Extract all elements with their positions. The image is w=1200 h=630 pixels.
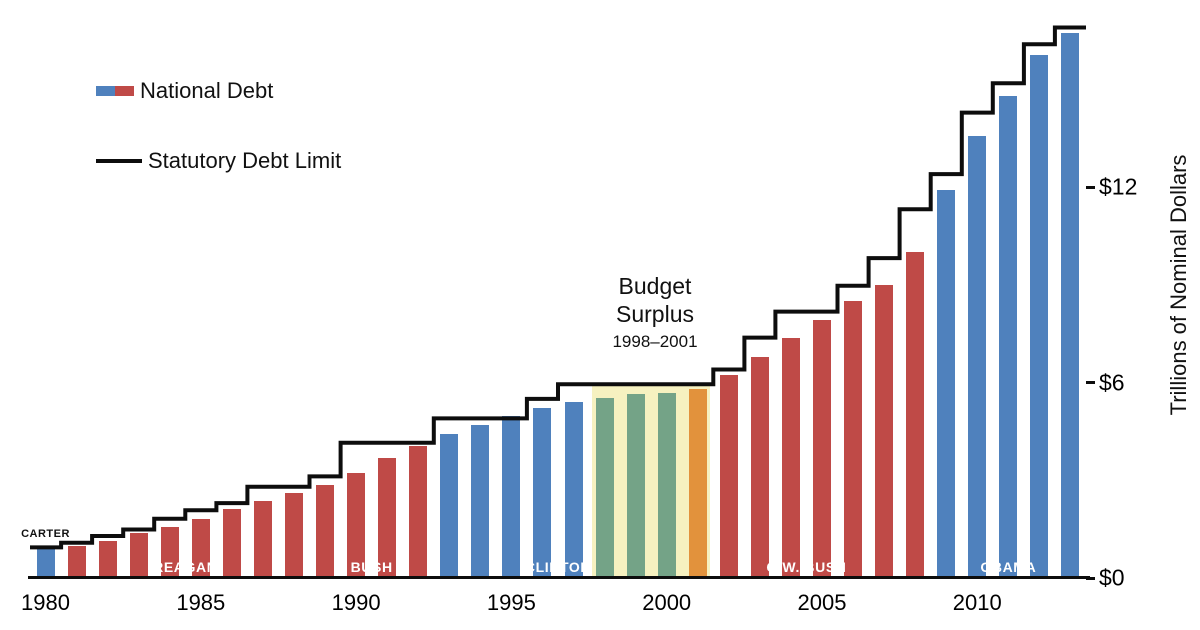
national-debt-swatch-icon bbox=[96, 86, 134, 96]
debt-bar-1999 bbox=[626, 393, 645, 578]
debt-bar-1985 bbox=[191, 518, 210, 578]
debt-bar-1988 bbox=[285, 493, 303, 578]
annotation-years: 1998–2001 bbox=[612, 332, 698, 352]
democrat-color-swatch bbox=[96, 86, 115, 96]
president-label-reagan: REAGAN bbox=[153, 559, 218, 575]
debt-bar-1994 bbox=[471, 425, 490, 578]
debt-limit-line-swatch-icon bbox=[96, 159, 142, 163]
budget-surplus-annotation: Budget Surplus 1998–2001 bbox=[612, 272, 697, 352]
x-tick-1995: 1995 bbox=[486, 590, 536, 615]
debt-bar-1989 bbox=[316, 484, 335, 578]
debt-bar-1983 bbox=[129, 533, 148, 578]
debt-bar-2004 bbox=[781, 337, 800, 578]
debt-bar-2008 bbox=[906, 251, 925, 578]
debt-bar-1996 bbox=[533, 407, 552, 578]
debt-bar-2007 bbox=[875, 284, 894, 578]
debt-bar-1986 bbox=[222, 508, 241, 578]
debt-bar-1980 bbox=[36, 548, 55, 578]
debt-bar-2009 bbox=[937, 190, 956, 578]
debt-bar-1997 bbox=[564, 401, 583, 578]
debt-bar-2012 bbox=[1030, 54, 1049, 578]
debt-bar-2002 bbox=[719, 375, 738, 578]
president-label-clinton: CLINTON bbox=[524, 559, 592, 575]
president-label-g-w-bush: G.W. BUSH bbox=[766, 559, 847, 575]
debt-bar-2005 bbox=[813, 319, 831, 578]
plot-area: CARTER REAGAN BUSH CLINTON G.W. BUSH OBAMA bbox=[21, 8, 1086, 578]
debt-bar-1995 bbox=[502, 416, 521, 578]
debt-bar-1992 bbox=[409, 445, 428, 578]
x-tick-2000: 2000 bbox=[642, 590, 692, 615]
legend-national-debt-label: National Debt bbox=[140, 78, 274, 103]
legend-national-debt: National Debt bbox=[96, 78, 273, 104]
president-label-bush: BUSH bbox=[350, 559, 393, 575]
y-axis-title: Trillions of Nominal Dollars bbox=[1166, 154, 1191, 416]
debt-bar-1981 bbox=[67, 545, 86, 578]
president-label-carter: CARTER bbox=[21, 528, 70, 541]
y-tick-label-0: $0 bbox=[1099, 564, 1125, 591]
legend-debt-limit-label: Statutory Debt Limit bbox=[148, 148, 342, 173]
debt-bar-2000 bbox=[657, 393, 676, 578]
legend-debt-limit: Statutory Debt Limit bbox=[96, 148, 341, 174]
x-tick-1985: 1985 bbox=[176, 590, 226, 615]
debt-bar-2011 bbox=[999, 96, 1018, 578]
debt-limit-line bbox=[30, 25, 1086, 550]
debt-bar-1998 bbox=[595, 397, 614, 578]
y-tick-mark-0 bbox=[1086, 576, 1095, 580]
x-tick-2010: 2010 bbox=[952, 590, 1002, 615]
debt-bar-2006 bbox=[844, 300, 863, 578]
debt-bar-1987 bbox=[253, 501, 272, 578]
y-tick-mark-12 bbox=[1086, 185, 1095, 189]
x-axis-line bbox=[28, 576, 1090, 579]
y-tick-label-6: $6 bbox=[1099, 369, 1125, 396]
debt-bar-1990 bbox=[347, 472, 366, 578]
debt-bar-2003 bbox=[750, 357, 769, 578]
y-tick-mark-6 bbox=[1086, 381, 1095, 385]
president-label-obama: OBAMA bbox=[980, 559, 1037, 575]
debt-bar-2010 bbox=[968, 136, 987, 578]
debt-bar-2001 bbox=[688, 388, 707, 578]
debt-bar-1982 bbox=[98, 540, 117, 578]
debt-bar-1991 bbox=[378, 458, 397, 578]
republican-color-swatch bbox=[115, 86, 134, 96]
y-tick-label-12: $12 bbox=[1099, 173, 1138, 200]
annotation-line-1: Budget bbox=[618, 273, 692, 299]
x-tick-2005: 2005 bbox=[797, 590, 847, 615]
annotation-line-2: Surplus bbox=[616, 301, 694, 328]
x-tick-1980: 1980 bbox=[21, 590, 70, 615]
debt-bar-1993 bbox=[440, 434, 459, 578]
debt-bar-1984 bbox=[160, 526, 179, 578]
x-tick-1990: 1990 bbox=[331, 590, 381, 615]
debt-bar-2013 bbox=[1061, 32, 1080, 578]
